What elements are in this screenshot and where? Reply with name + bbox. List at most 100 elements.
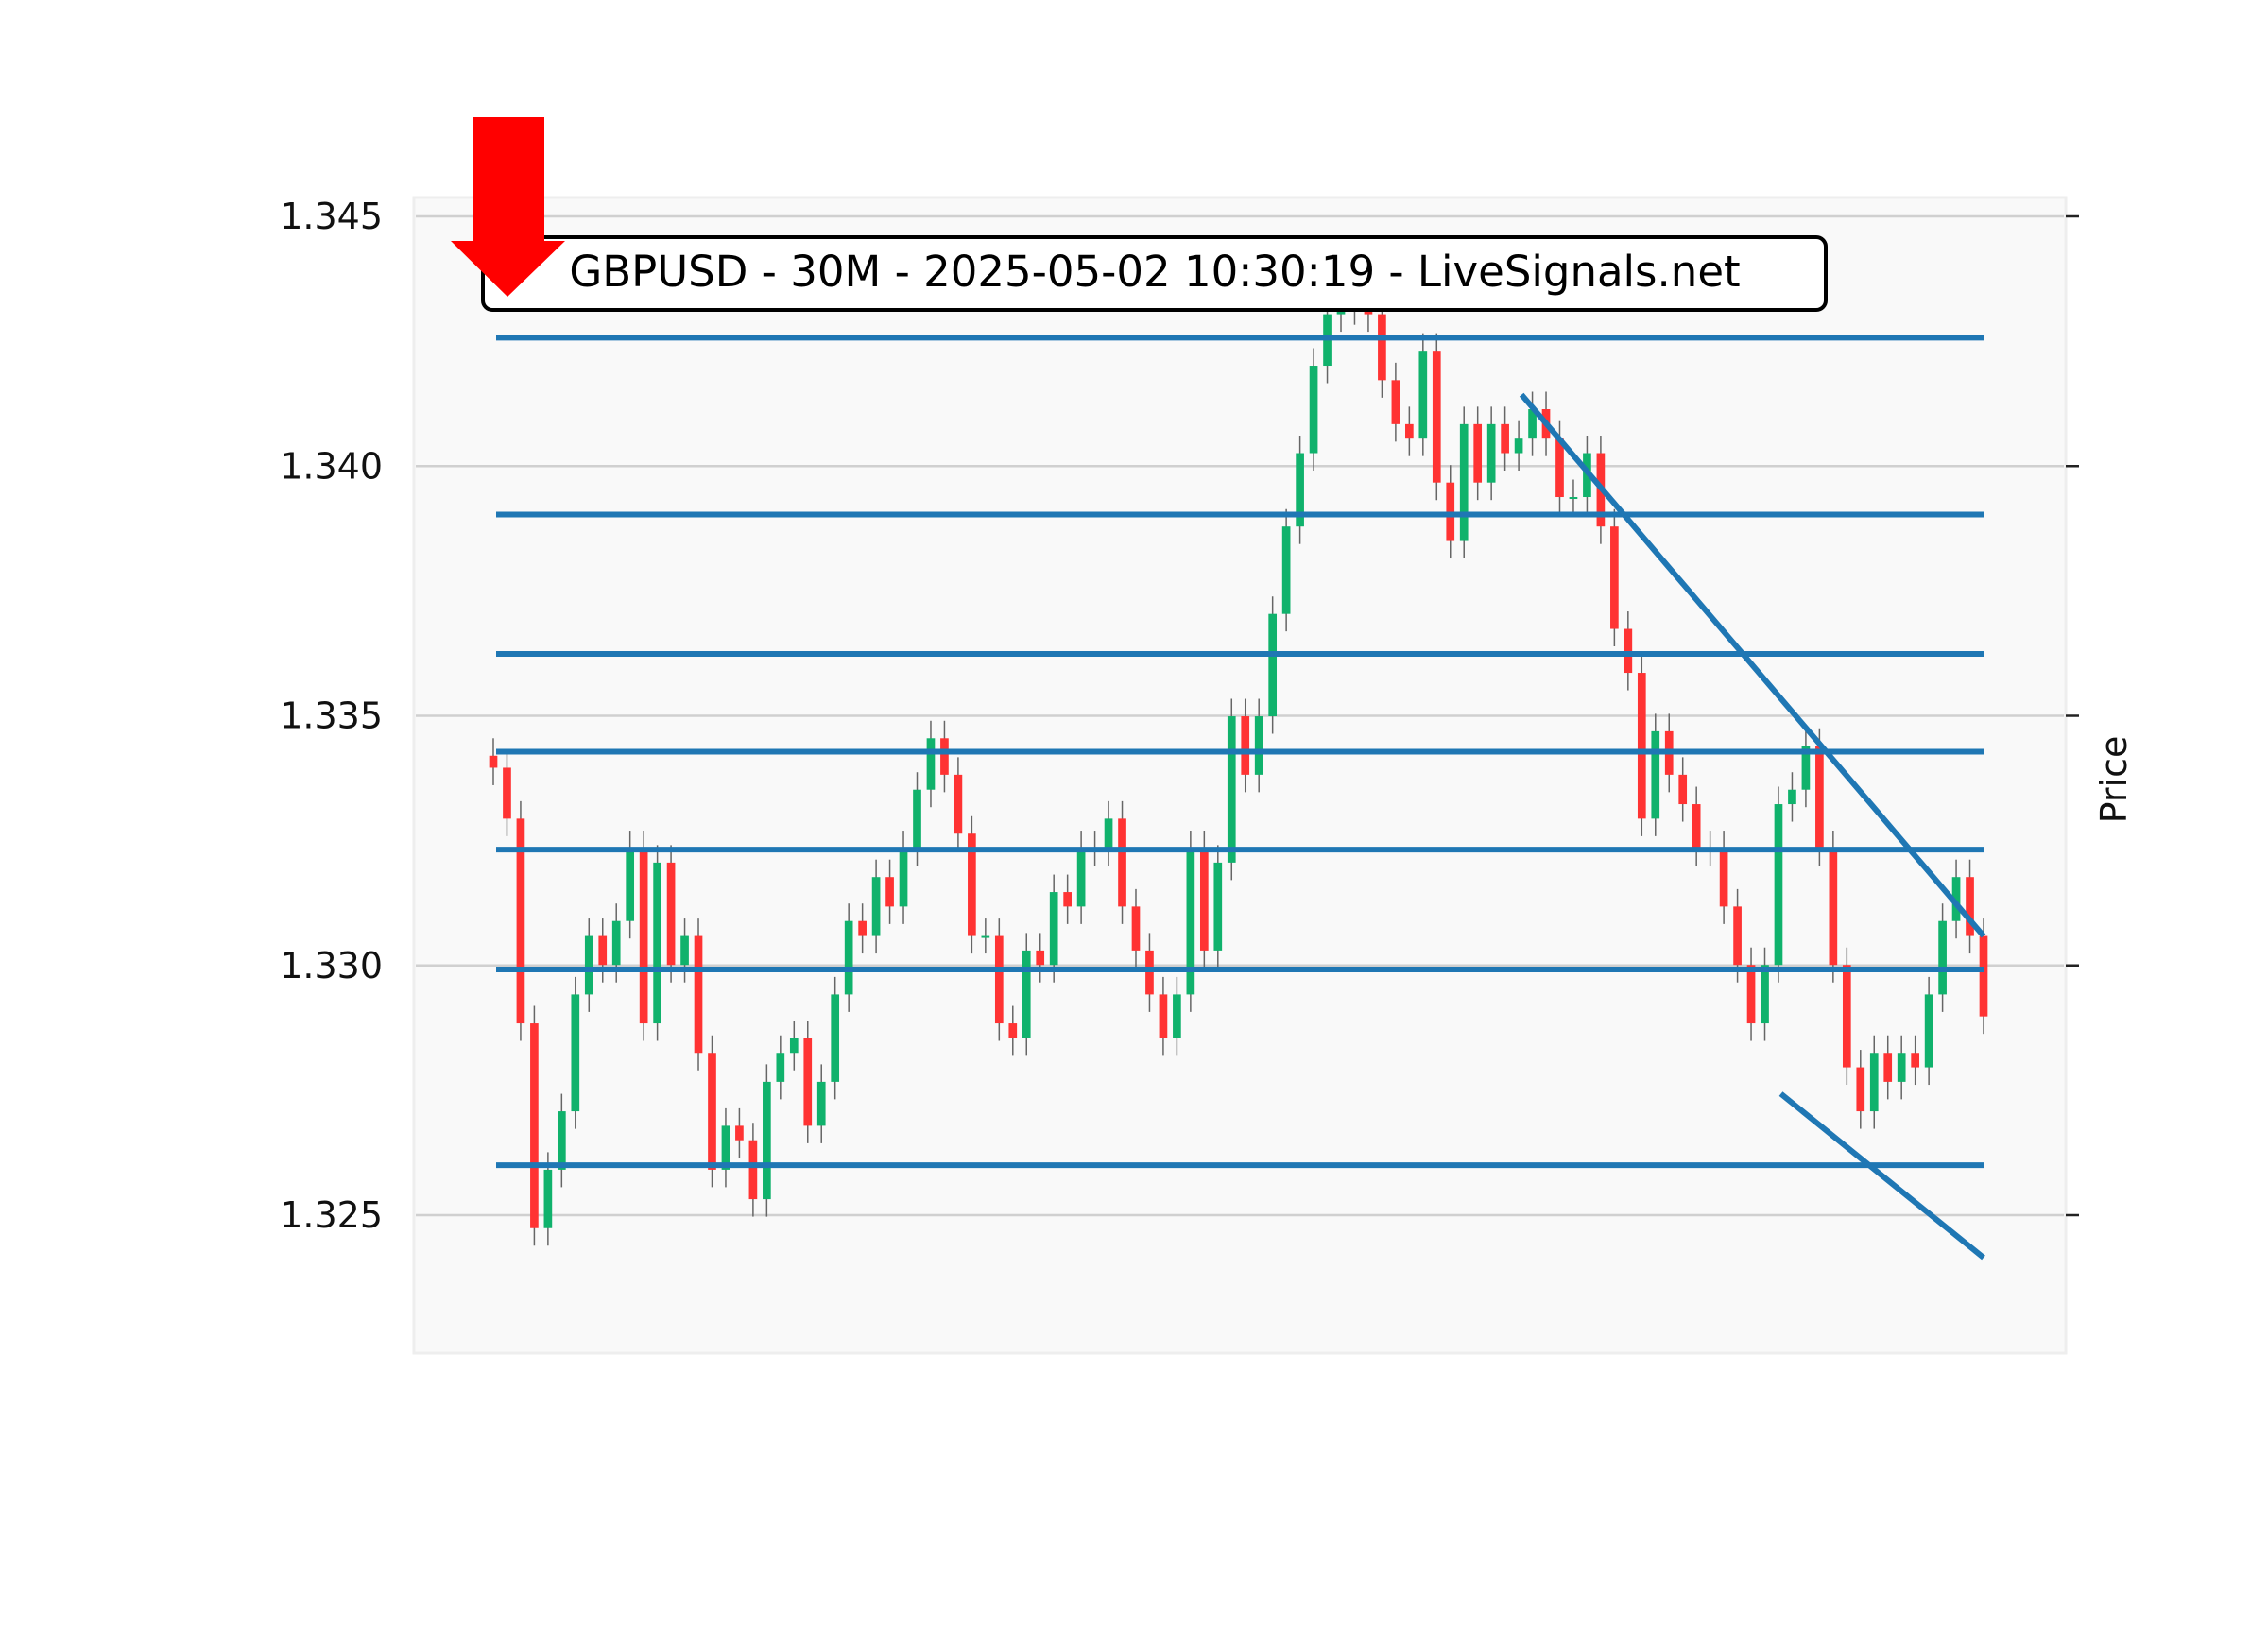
candle-bullish xyxy=(1309,366,1318,454)
candle-bearish xyxy=(530,1023,539,1228)
horizontal-levels xyxy=(496,335,1984,1169)
candle-bearish xyxy=(1610,526,1619,629)
candle-bearish xyxy=(1199,848,1209,951)
candle-bullish xyxy=(571,994,580,1112)
candle-bullish xyxy=(1788,789,1796,805)
candle-bearish xyxy=(1966,877,1974,936)
candle-bullish xyxy=(626,848,635,921)
candle-bearish xyxy=(885,877,894,907)
candle-bearish xyxy=(803,1038,813,1126)
candle-bullish xyxy=(543,1169,553,1228)
candle-bullish xyxy=(1486,423,1496,483)
candle-bullish xyxy=(680,935,689,966)
candle-bearish xyxy=(1692,804,1701,849)
candle-bearish xyxy=(1391,380,1400,424)
candle-bearish xyxy=(1746,965,1756,1024)
candle-bearish xyxy=(489,755,498,768)
candle-bullish xyxy=(1104,818,1113,849)
y-tick-label: 1.330 xyxy=(280,945,383,987)
candle-bullish xyxy=(1651,730,1660,819)
candle-bullish xyxy=(1869,1053,1879,1112)
y-tick-label: 1.340 xyxy=(280,445,383,487)
sell-arrow-icon xyxy=(451,117,565,297)
y-tick-label: 1.325 xyxy=(280,1194,383,1236)
y-axis-label: Price xyxy=(2093,736,2135,824)
candle-bullish xyxy=(816,1081,826,1126)
candle-bullish xyxy=(1569,497,1578,500)
candle-bearish xyxy=(968,833,976,936)
candle-bearish xyxy=(639,848,648,1024)
candle-bearish xyxy=(666,862,676,966)
candle-bullish xyxy=(763,1081,771,1200)
candle-bearish xyxy=(708,1053,716,1170)
candle-bullish xyxy=(1022,950,1031,1038)
candle-bearish xyxy=(1008,1023,1018,1038)
candle-bearish xyxy=(1733,906,1742,966)
candle-bearish xyxy=(516,818,525,1024)
candle-bearish xyxy=(1829,848,1838,966)
candle-bearish xyxy=(1159,994,1168,1038)
candle-bearish xyxy=(1118,818,1126,907)
candle-bearish xyxy=(598,935,608,966)
candle-bullish xyxy=(1173,994,1181,1038)
candle-bearish xyxy=(1911,1053,1920,1068)
candle-bullish xyxy=(1268,613,1278,717)
candle-bearish xyxy=(1378,314,1386,381)
candle-bullish xyxy=(1186,848,1195,995)
candle-bullish xyxy=(776,1053,785,1082)
candle-bearish xyxy=(1131,906,1141,951)
candle-bullish xyxy=(1076,848,1086,907)
candle-bearish xyxy=(748,1140,758,1200)
chart-title-box: GBPUSD - 30M - 2025-05-02 10:30:19 - Liv… xyxy=(481,235,1828,312)
candle-bullish xyxy=(831,994,840,1082)
candle-bullish xyxy=(1801,746,1811,790)
candle-bearish xyxy=(1145,950,1154,995)
candle-bearish xyxy=(1036,950,1045,966)
y-tick-label: 1.335 xyxy=(280,695,383,737)
candle-bullish xyxy=(1528,409,1537,439)
candle-bullish xyxy=(1296,453,1304,527)
candle-bullish xyxy=(1774,804,1783,966)
candle-bullish xyxy=(1514,438,1523,454)
candle-bearish xyxy=(1473,423,1483,483)
candle-bullish xyxy=(1459,423,1469,541)
trend-line xyxy=(1519,392,1986,938)
y-tick-label: 1.345 xyxy=(280,196,383,237)
candle-bearish xyxy=(735,1125,744,1141)
candle-bearish xyxy=(1063,892,1072,907)
candle-bearish xyxy=(1501,423,1509,454)
candle-bearish xyxy=(1637,673,1646,819)
candle-bullish xyxy=(899,848,908,907)
candle-bullish xyxy=(1951,877,1961,921)
candle-bearish xyxy=(1241,716,1250,775)
trend-lines xyxy=(1519,392,1986,1261)
plot-area xyxy=(412,196,2068,1355)
candle-bullish xyxy=(1227,716,1236,863)
y-axis: 1.325 1.330 1.335 1.340 1.345 xyxy=(280,196,2079,1236)
candle-bearish xyxy=(954,774,963,834)
candle-bearish xyxy=(1719,848,1728,907)
candle-bullish xyxy=(1761,965,1769,1024)
candle-bullish xyxy=(1281,526,1291,614)
candle-bullish xyxy=(557,1111,566,1170)
candle-bullish xyxy=(789,1038,799,1054)
candle-bullish xyxy=(1924,994,1933,1068)
candle-bullish xyxy=(913,789,921,849)
candle-bullish xyxy=(721,1125,730,1170)
candle-bullish xyxy=(611,920,621,966)
candle-bearish xyxy=(1979,935,1988,1017)
candle-bullish xyxy=(1418,351,1428,439)
candle-bullish xyxy=(981,935,990,938)
candle-bearish xyxy=(1856,1067,1865,1112)
candle-bearish xyxy=(1842,965,1851,1068)
candle-bearish xyxy=(1815,746,1824,849)
candle-bearish xyxy=(1883,1053,1893,1082)
candle-bullish xyxy=(1938,920,1947,995)
gridlines xyxy=(416,214,2064,1217)
candle-bearish xyxy=(858,920,867,936)
candle-bullish xyxy=(871,877,881,936)
trend-line xyxy=(1778,1091,1985,1261)
candle-bullish xyxy=(1254,716,1263,775)
candle-bearish xyxy=(1432,351,1441,483)
